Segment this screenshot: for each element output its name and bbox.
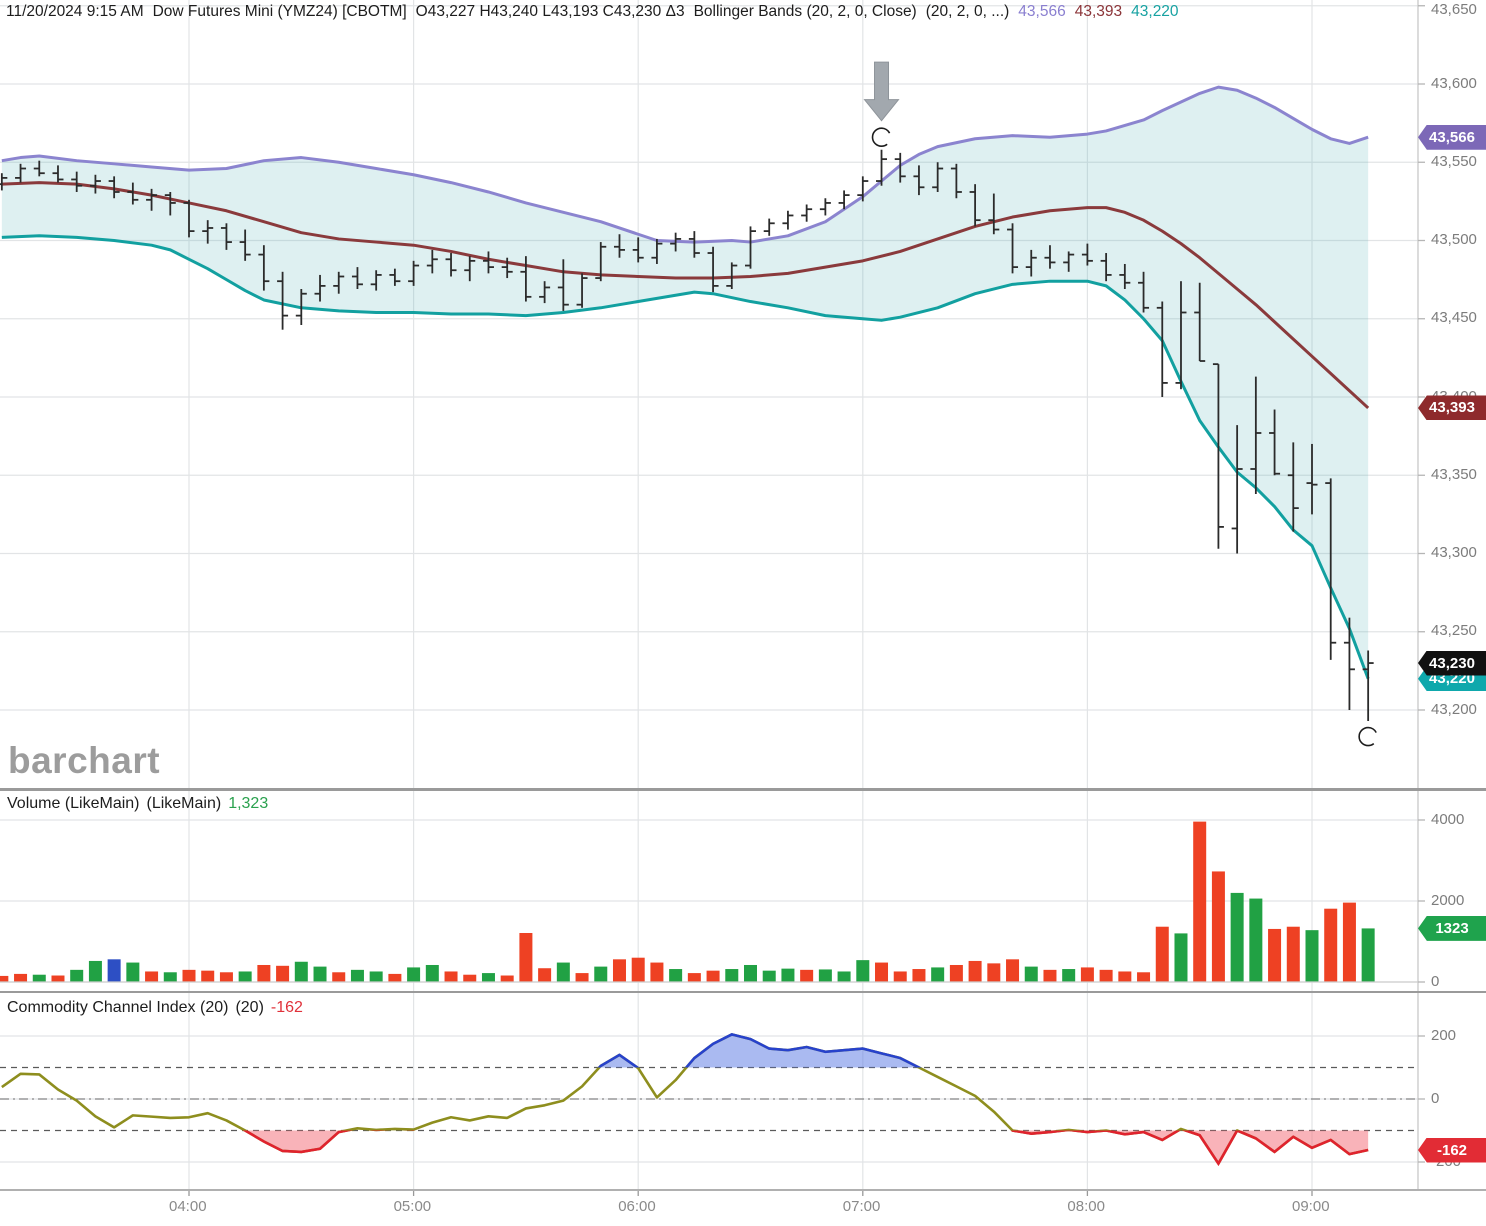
header-segment-4: (20, 2, 0, ...)	[925, 3, 1010, 20]
panel-divider-price-volume	[0, 788, 1486, 791]
volume-axis-label: 4000	[1431, 810, 1465, 828]
bollinger-band-fill	[1, 87, 1369, 679]
annotations	[863, 61, 1378, 747]
gridlines	[0, 0, 1418, 1189]
time-axis-label: 09:00	[1292, 1198, 1330, 1215]
header-segment-7: 43,220	[1131, 3, 1179, 20]
volume-panel-title: Volume (LikeMain) (LikeMain) 1,323	[7, 795, 275, 813]
bollinger-upper-line	[1, 85, 1369, 244]
header-segment-3: Bollinger Bands (20, 2, 0, Close)	[693, 3, 917, 20]
volume-title-segment-2: 1,323	[228, 795, 269, 812]
volume-title-segment-1: (LikeMain)	[146, 795, 222, 812]
volume-axis-label: 0	[1431, 972, 1440, 990]
header-segment-2: O43,227 H43,240 L43,193 C43,230 Δ3	[415, 3, 685, 20]
circle-annotation	[871, 127, 892, 148]
cci-axis-label: 200	[1431, 1026, 1457, 1044]
price-flag: 43,566	[1418, 124, 1486, 150]
cci-flag: -162	[1418, 1137, 1486, 1163]
panel-divider-volume-cci	[0, 991, 1486, 993]
down-arrow-annotation	[863, 61, 900, 122]
cci-title-segment-2: -162	[270, 999, 303, 1016]
bollinger-middle-line	[1, 181, 1370, 410]
cci-title-segment-1: (20)	[235, 999, 264, 1016]
header-segment-0: 11/20/2024 9:15 AM	[6, 3, 144, 20]
plot-area	[0, 0, 1418, 1189]
time-axis-label: 06:00	[618, 1198, 656, 1215]
cci-plot	[0, 1033, 1418, 1167]
time-axis-label: 05:00	[393, 1198, 432, 1215]
circle-annotation	[1358, 726, 1378, 747]
header-segment-5: 43,566	[1018, 3, 1066, 20]
ohlc-bars	[0, 149, 1374, 721]
volume-title-segment-0: Volume (LikeMain)	[7, 795, 140, 812]
bollinger-lower-line	[1, 234, 1370, 680]
cci-title-segment-0: Commodity Channel Index (20)	[7, 999, 229, 1016]
price-axis-label: 43,550	[1431, 152, 1477, 170]
time-axis-label: 08:00	[1067, 1198, 1105, 1215]
x-axis-line	[0, 1189, 1486, 1191]
price-flag: 43,393	[1418, 395, 1486, 421]
barchart-logo: barchart	[8, 740, 161, 781]
volume-flag: 1323	[1418, 915, 1486, 941]
price-axis-label: 43,300	[1431, 544, 1477, 561]
price-flag: 43,230	[1418, 650, 1486, 676]
cci-line-oversold	[242, 1130, 1369, 1167]
chart-header: 11/20/2024 9:15 AM Dow Futures Mini (YMZ2…	[6, 3, 1188, 21]
header-segment-1: Dow Futures Mini (YMZ24) [CBOTM]	[152, 3, 407, 20]
price-axis-label: 43,200	[1431, 700, 1477, 718]
time-axis-label: 04:00	[169, 1198, 207, 1215]
cci-panel-title: Commodity Channel Index (20) (20) -162	[7, 999, 310, 1017]
bollinger-bands	[1, 85, 1370, 680]
volume-axis-label: 2000	[1431, 891, 1465, 909]
price-axis-label: 43,600	[1431, 74, 1477, 92]
volume-bars	[0, 821, 1418, 983]
price-axis-label: 43,450	[1431, 309, 1477, 327]
price-axis-label: 43,500	[1431, 231, 1477, 248]
price-axis-label: 43,350	[1431, 465, 1477, 483]
cci-axis-label: 0	[1431, 1089, 1440, 1107]
price-axis-label: 43,250	[1431, 622, 1477, 640]
price-axis-label: 43,650	[1431, 1, 1477, 18]
time-axis-label: 07:00	[842, 1198, 881, 1215]
header-segment-6: 43,393	[1074, 3, 1123, 20]
